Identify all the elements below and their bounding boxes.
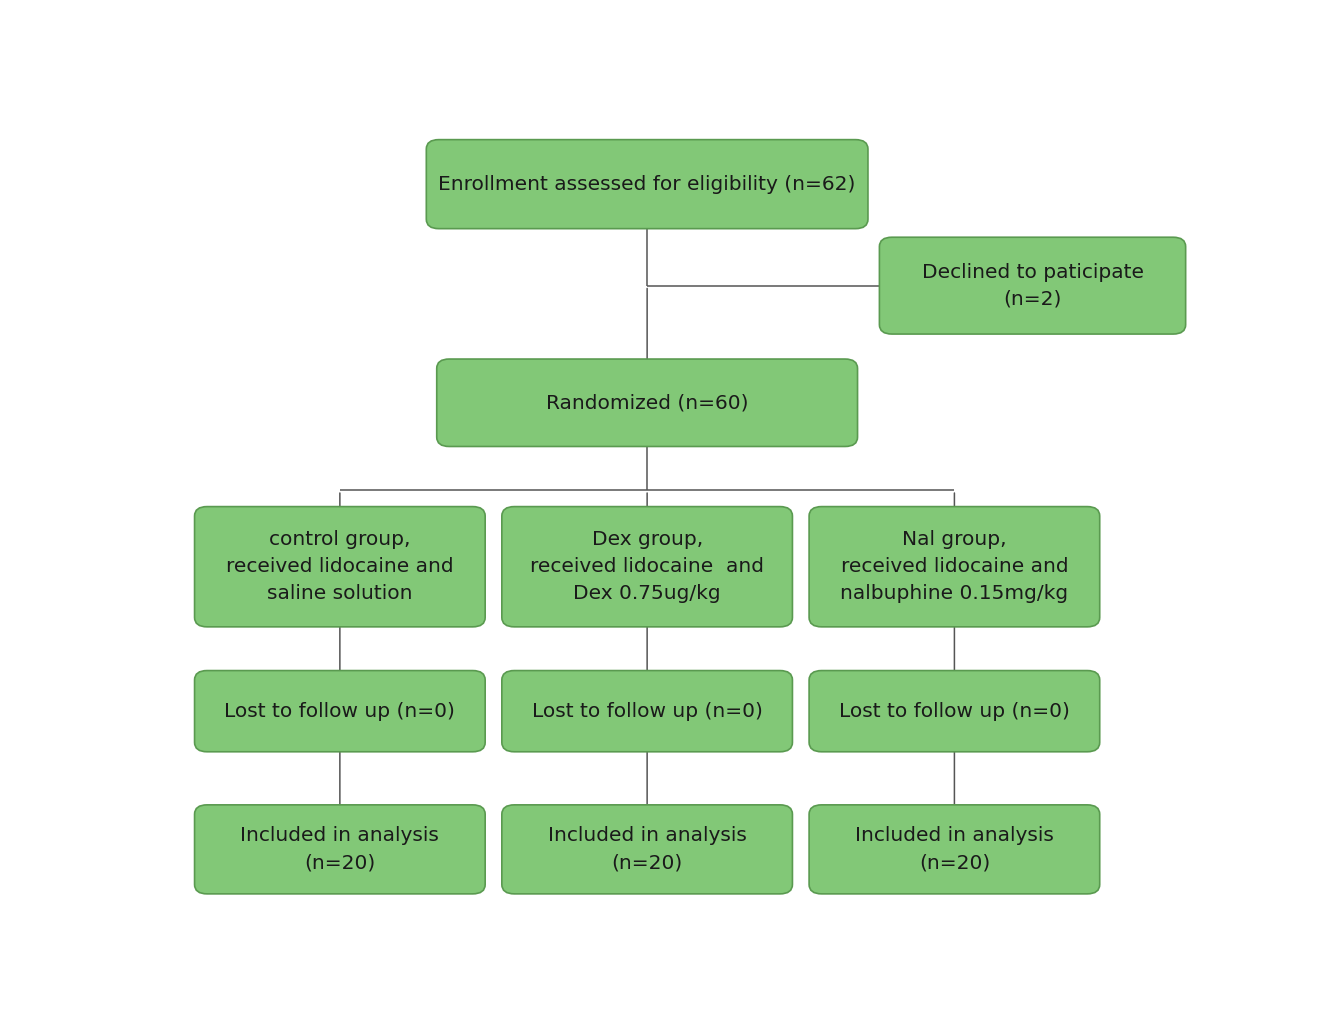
FancyBboxPatch shape [809,670,1099,751]
Text: Lost to follow up (n=0): Lost to follow up (n=0) [839,702,1070,721]
Text: control group,
received lidocaine and
saline solution: control group, received lidocaine and sa… [226,530,454,603]
Text: Dex group,
received lidocaine  and
Dex 0.75ug/kg: Dex group, received lidocaine and Dex 0.… [530,530,765,603]
Text: Lost to follow up (n=0): Lost to follow up (n=0) [532,702,762,721]
Text: Included in analysis
(n=20): Included in analysis (n=20) [548,826,746,872]
FancyBboxPatch shape [879,237,1185,334]
FancyBboxPatch shape [195,670,485,751]
FancyBboxPatch shape [195,805,485,894]
Text: Lost to follow up (n=0): Lost to follow up (n=0) [224,702,456,721]
Text: Enrollment assessed for eligibility (n=62): Enrollment assessed for eligibility (n=6… [438,174,856,194]
FancyBboxPatch shape [501,507,793,627]
Text: Randomized (n=60): Randomized (n=60) [546,393,749,413]
FancyBboxPatch shape [195,507,485,627]
Text: Nal group,
received lidocaine and
nalbuphine 0.15mg/kg: Nal group, received lidocaine and nalbup… [840,530,1068,603]
FancyBboxPatch shape [501,670,793,751]
Text: Declined to paticipate
(n=2): Declined to paticipate (n=2) [922,263,1144,309]
Text: Included in analysis
(n=20): Included in analysis (n=20) [855,826,1054,872]
FancyBboxPatch shape [501,805,793,894]
FancyBboxPatch shape [809,805,1099,894]
FancyBboxPatch shape [426,140,868,228]
FancyBboxPatch shape [809,507,1099,627]
FancyBboxPatch shape [437,359,857,446]
Text: Included in analysis
(n=20): Included in analysis (n=20) [241,826,439,872]
